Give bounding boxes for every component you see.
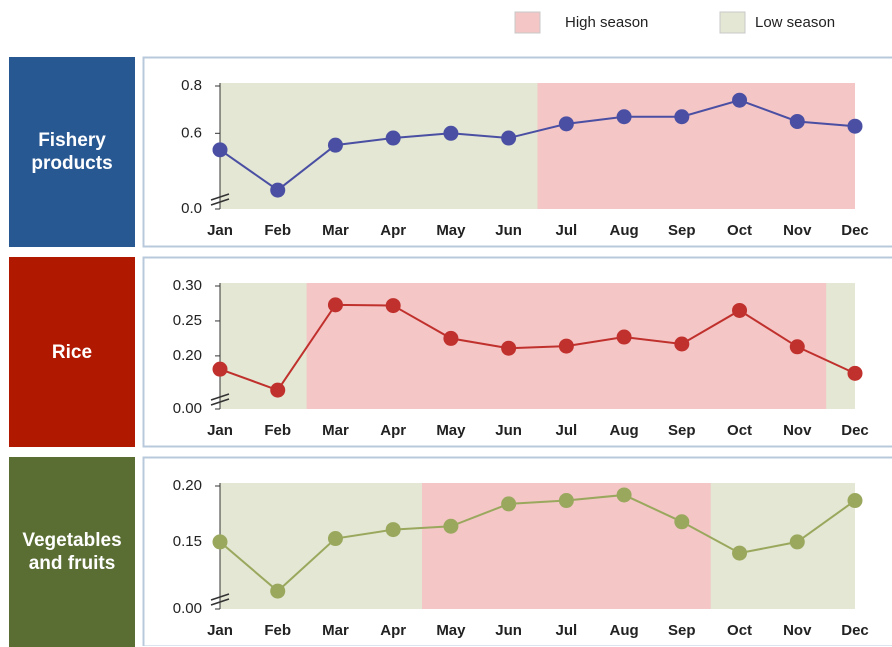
data-point <box>848 493 863 508</box>
x-tick-label: May <box>436 422 466 439</box>
data-point <box>501 341 516 356</box>
x-tick-label: Aug <box>610 622 639 639</box>
x-tick-label: Nov <box>783 422 812 439</box>
x-tick-label: Apr <box>380 222 406 239</box>
data-point <box>559 116 574 131</box>
data-point <box>328 297 343 312</box>
x-tick-label: Mar <box>322 222 349 239</box>
x-tick-label: Jan <box>207 222 233 239</box>
x-tick-label: Jul <box>556 422 578 439</box>
data-point <box>674 109 689 124</box>
x-tick-label: Nov <box>783 222 812 239</box>
x-tick-label: Oct <box>727 622 752 639</box>
data-point <box>443 126 458 141</box>
legend-swatch <box>720 12 745 33</box>
y-tick-label: 0.15 <box>173 533 202 550</box>
data-point <box>386 522 401 537</box>
high-season <box>538 83 856 209</box>
y-tick-label: 0.6 <box>181 124 202 141</box>
x-tick-label: Dec <box>841 222 869 239</box>
panel-label: Vegetables and fruits <box>9 457 135 647</box>
x-tick-label: Mar <box>322 422 349 439</box>
data-point <box>328 531 343 546</box>
x-tick-label: Feb <box>264 622 291 639</box>
x-tick-label: Oct <box>727 222 752 239</box>
data-point <box>213 534 228 549</box>
data-point <box>213 362 228 377</box>
x-tick-label: Dec <box>841 422 869 439</box>
legend-swatch <box>515 12 540 33</box>
data-point <box>559 339 574 354</box>
y-tick-label: 0.20 <box>173 347 202 364</box>
legend-label: Low season <box>755 14 835 31</box>
x-tick-label: Feb <box>264 222 291 239</box>
y-tick-label: 0.00 <box>173 600 202 617</box>
data-point <box>848 119 863 134</box>
data-point <box>732 303 747 318</box>
x-tick-label: Apr <box>380 622 406 639</box>
panel-label: Fishery products <box>9 57 135 247</box>
x-tick-label: Jun <box>495 222 522 239</box>
y-tick-label: 0.25 <box>173 312 202 329</box>
data-point <box>270 584 285 599</box>
data-point <box>732 93 747 108</box>
data-point <box>328 138 343 153</box>
legend-label: High season <box>565 14 648 31</box>
y-tick-label: 0.0 <box>181 200 202 217</box>
data-point <box>674 337 689 352</box>
data-point <box>732 546 747 561</box>
x-tick-label: Apr <box>380 422 406 439</box>
x-tick-label: Aug <box>610 222 639 239</box>
data-point <box>848 366 863 381</box>
data-point <box>386 298 401 313</box>
data-point <box>443 519 458 534</box>
data-point <box>790 114 805 129</box>
x-tick-label: Sep <box>668 222 696 239</box>
data-point <box>559 493 574 508</box>
y-tick-label: 0.8 <box>181 77 202 94</box>
x-tick-label: Nov <box>783 622 812 639</box>
x-tick-label: Feb <box>264 422 291 439</box>
data-point <box>674 514 689 529</box>
x-tick-label: Aug <box>610 422 639 439</box>
data-point <box>617 487 632 502</box>
x-tick-label: Jul <box>556 222 578 239</box>
x-tick-label: Jan <box>207 622 233 639</box>
panel-label: Rice <box>9 257 135 447</box>
x-tick-label: May <box>436 622 466 639</box>
data-point <box>617 330 632 345</box>
data-point <box>443 331 458 346</box>
data-point <box>386 131 401 146</box>
data-point <box>270 183 285 198</box>
x-tick-label: Sep <box>668 622 696 639</box>
data-point <box>501 496 516 511</box>
x-tick-label: Jun <box>495 622 522 639</box>
x-tick-label: May <box>436 222 466 239</box>
data-point <box>213 142 228 157</box>
x-tick-label: Oct <box>727 422 752 439</box>
y-tick-label: 0.00 <box>173 400 202 417</box>
y-tick-label: 0.30 <box>173 277 202 294</box>
data-point <box>617 109 632 124</box>
x-tick-label: Sep <box>668 422 696 439</box>
y-tick-label: 0.20 <box>173 477 202 494</box>
data-point <box>270 383 285 398</box>
x-tick-label: Mar <box>322 622 349 639</box>
data-point <box>790 339 805 354</box>
x-tick-label: Jan <box>207 422 233 439</box>
data-point <box>790 534 805 549</box>
data-point <box>501 131 516 146</box>
x-tick-label: Jul <box>556 622 578 639</box>
x-tick-label: Jun <box>495 422 522 439</box>
x-tick-label: Dec <box>841 622 869 639</box>
